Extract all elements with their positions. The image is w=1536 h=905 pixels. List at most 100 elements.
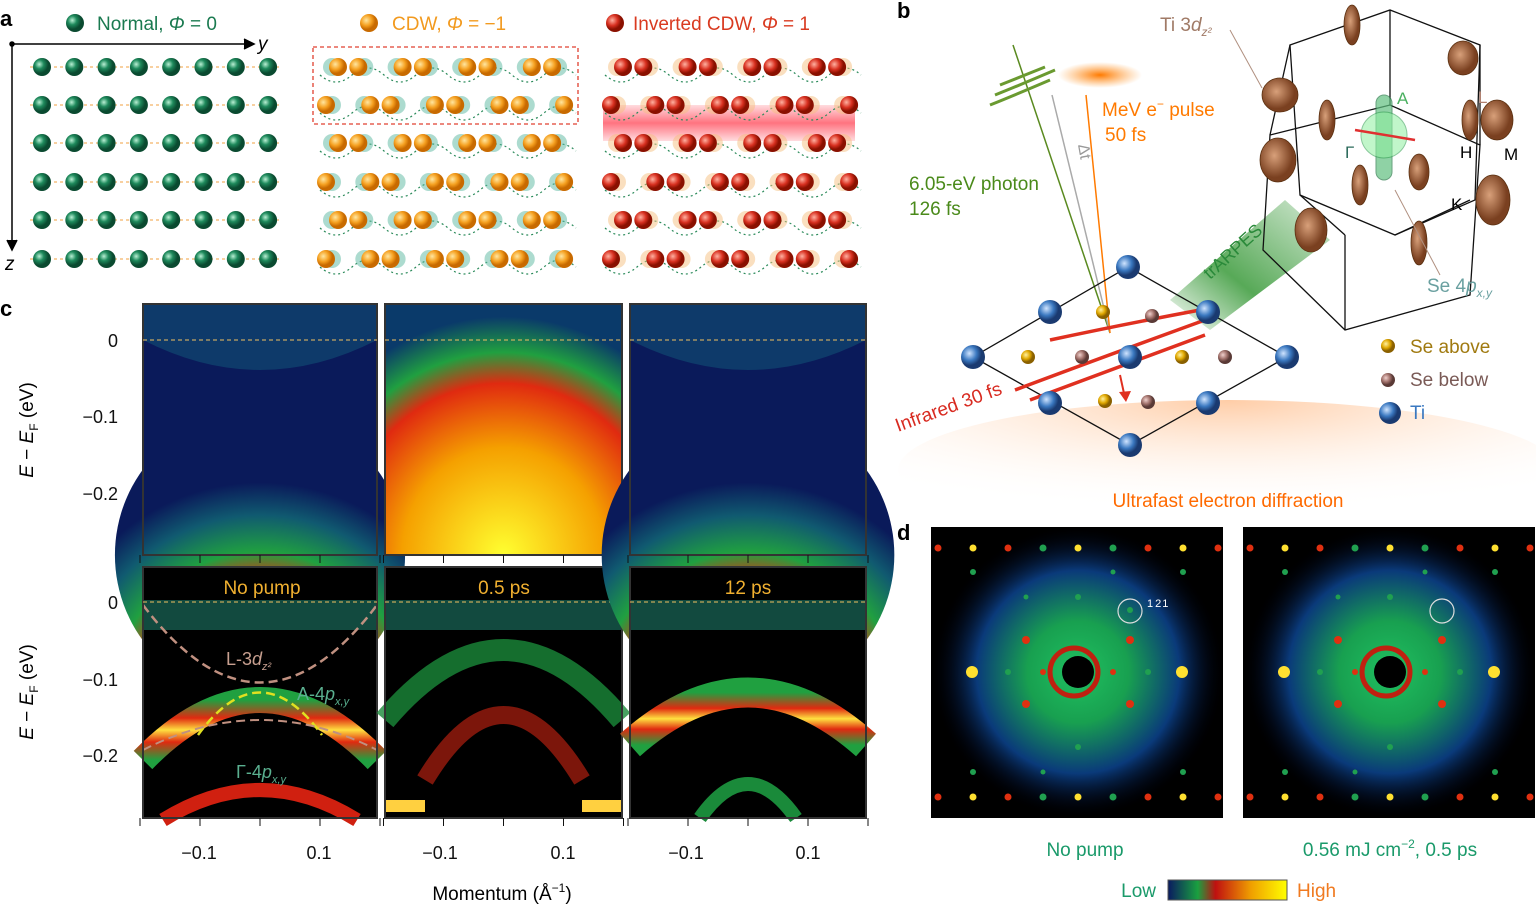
photon-label: 6.05-eV photon xyxy=(909,174,1039,195)
normal-atom xyxy=(33,211,51,229)
normal-atom xyxy=(226,134,245,152)
band-edge xyxy=(582,800,622,812)
normal-atom xyxy=(162,173,181,191)
xtick-2-neg: −0.1 xyxy=(422,843,458,863)
bragg-peak xyxy=(1179,544,1187,552)
inner-ring xyxy=(1359,645,1413,699)
band-lower xyxy=(694,777,802,823)
arpes-top-intensity xyxy=(385,304,622,555)
bragg-peak xyxy=(1074,793,1082,801)
caption-no-pump: No pump xyxy=(1046,840,1123,861)
displaced-atom xyxy=(678,58,697,76)
normal-atom xyxy=(65,58,84,76)
displaced-atom xyxy=(828,211,847,229)
ti-orbital-lobe xyxy=(1461,99,1479,141)
ti-orbital-lobe xyxy=(1318,99,1336,141)
displaced-atom xyxy=(602,173,620,191)
normal-atom xyxy=(259,250,278,268)
bragg-peak xyxy=(1127,607,1133,613)
displaced-atom xyxy=(490,96,509,114)
bragg-peak xyxy=(1144,544,1152,552)
ti-orbital-lobe xyxy=(1447,40,1479,76)
bragg-peak xyxy=(1456,544,1464,552)
ti-orbital-label: Ti 3dz² xyxy=(1160,15,1213,39)
fermi-edge-band xyxy=(385,600,622,630)
displaced-atom xyxy=(678,211,697,229)
band-diffuse xyxy=(417,706,590,785)
displaced-atom xyxy=(329,134,347,152)
y-axis-label-top: E − EF (eV) xyxy=(17,382,41,478)
bragg-peak xyxy=(1386,793,1394,801)
normal-atom xyxy=(226,173,245,191)
bz-point-L: L xyxy=(1478,88,1487,107)
normal-atom xyxy=(65,96,84,114)
bragg-peak xyxy=(1488,666,1500,678)
bragg-peak xyxy=(1176,666,1188,678)
displaced-atom xyxy=(478,58,497,76)
bragg-peak xyxy=(1281,544,1289,552)
bragg-peak xyxy=(1040,669,1046,675)
displaced-atom xyxy=(317,250,335,268)
displaced-atom xyxy=(393,134,412,152)
normal-atom xyxy=(65,211,84,229)
legend-cdw: CDW, Φ = −1 xyxy=(360,14,506,35)
bragg-peak xyxy=(1421,544,1429,552)
band-L3d-guide xyxy=(142,604,378,684)
displaced-atom xyxy=(522,58,541,76)
ytick-bottom-2: −0.2 xyxy=(82,746,118,766)
displaced-atom xyxy=(807,134,826,152)
displaced-atom xyxy=(361,96,380,114)
bragg-peak xyxy=(1492,569,1498,575)
arpes-panels xyxy=(114,303,895,826)
colorbar-high: High xyxy=(1297,881,1336,902)
bragg-peak xyxy=(1126,636,1134,644)
displaced-atom xyxy=(522,211,541,229)
trarpes-beam xyxy=(1170,200,1330,330)
pulse-label: MeV e− pulse xyxy=(1102,97,1215,121)
normal-atom xyxy=(33,134,51,152)
displaced-atom xyxy=(458,211,477,229)
ti-orbital-lobe xyxy=(1261,77,1299,113)
bragg-peak xyxy=(1126,700,1134,708)
displaced-atom xyxy=(446,96,465,114)
bragg-peak xyxy=(1282,569,1288,575)
displaced-atom xyxy=(775,250,794,268)
band-A4p xyxy=(133,687,387,770)
displaced-atom xyxy=(361,173,380,191)
ti-orbital-lobe xyxy=(1480,99,1514,141)
bragg-peak xyxy=(1352,669,1358,675)
normal-atom xyxy=(162,134,181,152)
displaced-atom xyxy=(743,211,762,229)
normal-atom xyxy=(97,173,116,191)
bragg-peak xyxy=(1422,569,1428,575)
bragg-peak xyxy=(1351,793,1359,801)
axes-yz xyxy=(6,38,256,252)
displaced-atom xyxy=(349,58,368,76)
svg-text:CDW, Φ = −1: CDW, Φ = −1 xyxy=(392,14,506,35)
bragg-peak xyxy=(1491,793,1499,801)
displaced-atom xyxy=(795,250,814,268)
bragg-peak xyxy=(1110,669,1116,675)
bragg-peak xyxy=(1282,769,1288,775)
cdw-atom-icon xyxy=(360,14,378,32)
legend-se-below: Se below xyxy=(1410,370,1488,391)
bragg-peak xyxy=(1316,793,1324,801)
normal-atom xyxy=(194,173,213,191)
ti-orbital-lobe xyxy=(1294,207,1328,253)
displaced-atom xyxy=(510,173,529,191)
band-edge xyxy=(385,800,425,812)
displaced-atom xyxy=(743,58,762,76)
normal-atom xyxy=(194,211,213,229)
xtick-2-pos: 0.1 xyxy=(550,843,575,863)
bragg-peak xyxy=(1179,793,1187,801)
displaced-atom xyxy=(634,134,653,152)
colorbar-low: Low xyxy=(1121,881,1156,902)
displaced-atom xyxy=(731,96,750,114)
fermi-edge-band xyxy=(630,600,866,630)
normal-atom xyxy=(65,250,84,268)
displaced-atom xyxy=(393,211,412,229)
bragg-peak xyxy=(1438,700,1446,708)
displaced-atom xyxy=(795,173,814,191)
displaced-atom xyxy=(634,58,653,76)
